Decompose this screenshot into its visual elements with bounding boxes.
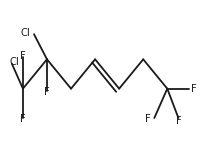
Text: F: F (144, 114, 150, 124)
Text: F: F (20, 114, 26, 124)
Text: F: F (175, 116, 180, 126)
Text: Cl: Cl (10, 57, 20, 67)
Text: F: F (44, 87, 50, 97)
Text: F: F (20, 51, 26, 61)
Text: F: F (190, 84, 196, 94)
Text: Cl: Cl (20, 28, 30, 38)
